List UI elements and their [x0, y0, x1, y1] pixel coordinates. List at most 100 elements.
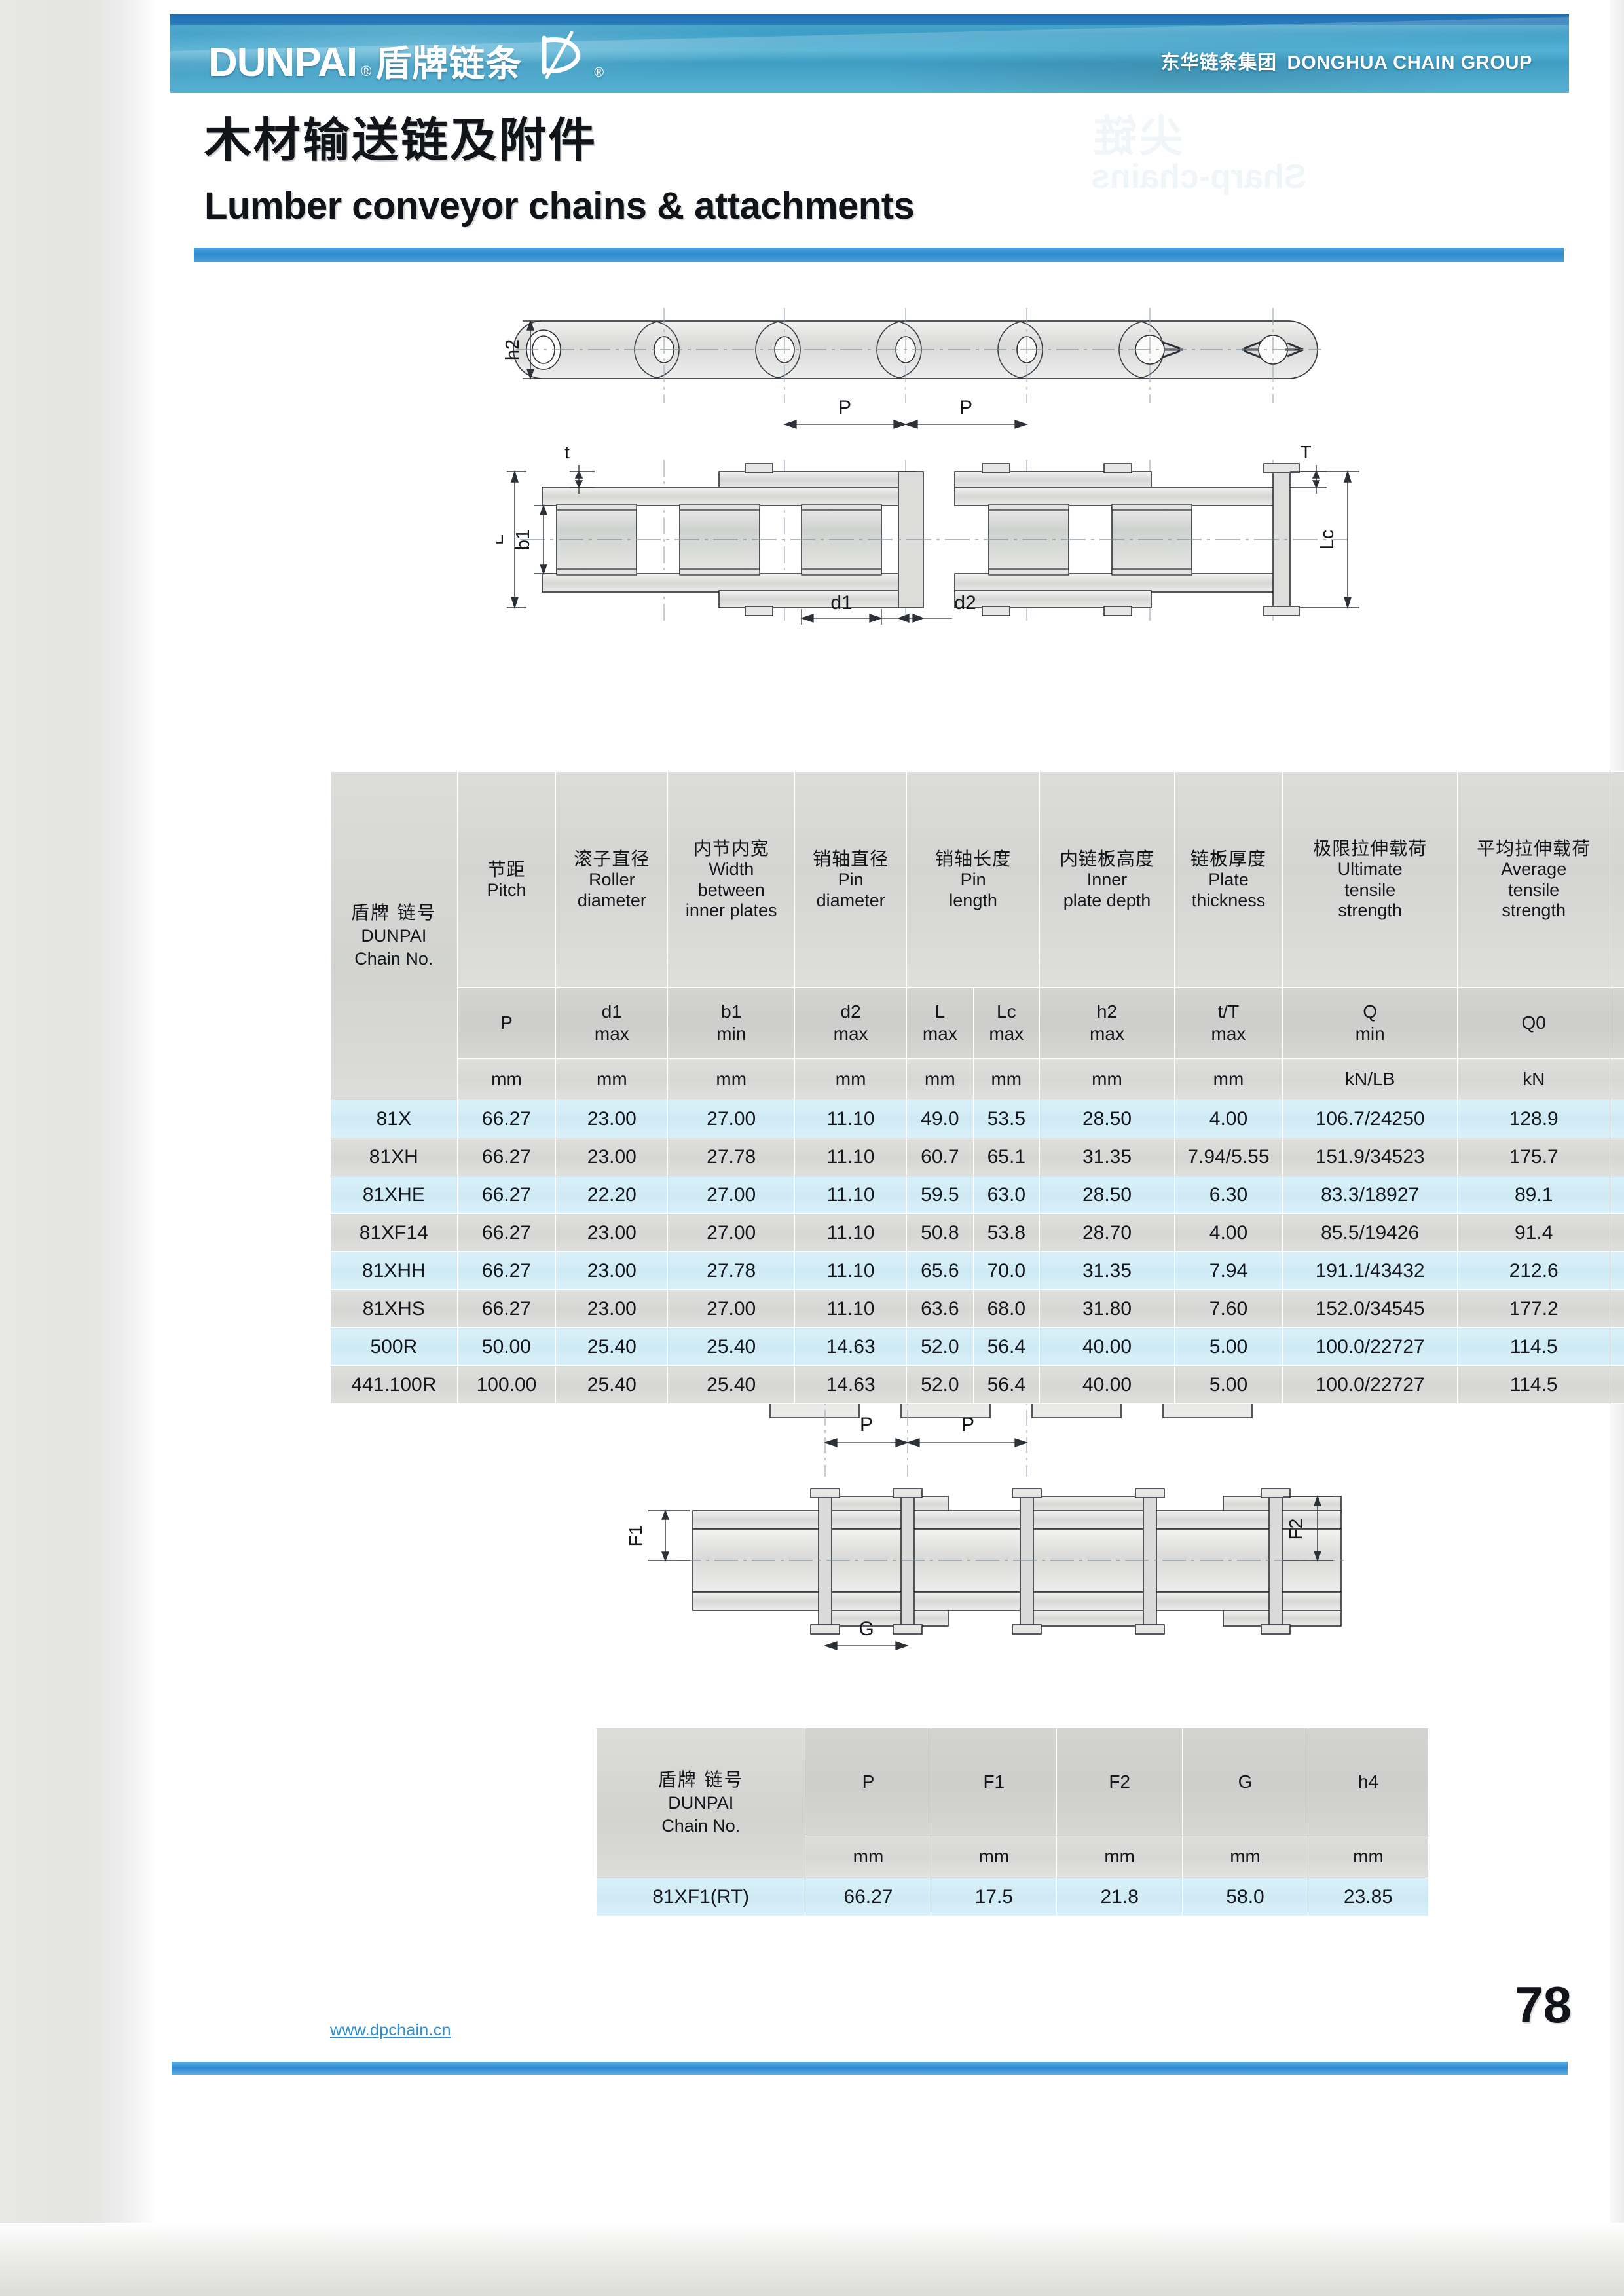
cell-value-3: 11.10	[794, 1100, 908, 1138]
header-inner-plate-depth: 内链板高度 Inner plate depth	[1039, 771, 1175, 988]
table-row[interactable]: 81XF1(RT) 66.27 17.5 21.8 58.0 23.85	[595, 1878, 1430, 1916]
cell-value-1: 25.40	[555, 1327, 669, 1366]
cell-value-7: 5.00	[1173, 1365, 1283, 1404]
attachment-table-head: 盾牌 链号 DUNPAI Chain No. P F1 F2 G h4 mm m…	[595, 1728, 1430, 1879]
dim-label-F1: F1	[625, 1525, 646, 1547]
cell-value-3: 11.10	[794, 1176, 908, 1214]
cell-chain-no: 81XHS	[330, 1289, 458, 1328]
unit-b1: mm	[667, 1058, 796, 1100]
registered-mark-1: ®	[361, 63, 372, 79]
cell-value-5: 70.0	[972, 1251, 1041, 1290]
symbol-P: P	[805, 1728, 932, 1836]
cell-value-5: 56.4	[972, 1327, 1041, 1366]
cell-value-3: 58.0	[1182, 1878, 1308, 1916]
unit-q: kg/m	[1609, 1058, 1624, 1100]
page-title-block: 尖链 Sharp-chains 木材输送链及附件 Lumber conveyor…	[170, 110, 1569, 274]
cell-value-2: 25.40	[667, 1365, 796, 1404]
table-row[interactable]: 81XHE 66.27 22.20 27.00 11.10 59.5 63.0 28.50 6.…	[330, 1176, 1624, 1214]
cell-value-9: 114.5	[1457, 1327, 1610, 1366]
cell-value-3: 14.63	[794, 1327, 908, 1366]
dim-label-d2: d2	[954, 592, 976, 614]
table-row[interactable]: 81XHH 66.27 23.00 27.78 11.10 65.6 70.0 31.35 7.…	[330, 1251, 1624, 1290]
cell-value-10: 5.88	[1609, 1138, 1624, 1176]
cell-value-0: 66.27	[805, 1878, 932, 1916]
cell-value-5: 68.0	[972, 1289, 1041, 1328]
cell-value-5: 56.4	[972, 1365, 1041, 1404]
unit-h4: mm	[1307, 1835, 1430, 1879]
cell-value-2: 27.00	[667, 1100, 796, 1138]
cell-value-6: 40.00	[1039, 1365, 1175, 1404]
header-width-between-inner-plates: 内节内宽 Width between inner plates	[667, 771, 796, 988]
group-name-en: DONGHUA CHAIN GROUP	[1287, 52, 1532, 73]
unit-F1: mm	[931, 1835, 1058, 1879]
cell-value-1: 23.00	[555, 1251, 669, 1290]
cell-value-1: 17.5	[931, 1878, 1058, 1916]
cell-value-4: 59.5	[906, 1176, 974, 1214]
cell-value-9: 212.6	[1457, 1251, 1610, 1290]
header-pin-length: 销轴长度 Pin length	[906, 771, 1041, 988]
unit-G: mm	[1182, 1835, 1308, 1879]
header-chain-no: 盾牌 链号 DUNPAI Chain No.	[595, 1728, 806, 1878]
cell-value-7: 7.94	[1173, 1251, 1283, 1290]
cell-value-8: 100.0/22727	[1282, 1327, 1458, 1366]
brand-name-cn: 盾牌链条	[375, 43, 523, 84]
website-link[interactable]: www.dpchain.cn	[330, 2021, 451, 2039]
table-body: 81X 66.27 23.00 27.00 11.10 49.0 53.5 28.50 4.00…	[330, 1100, 1624, 1404]
unit-P: mm	[456, 1058, 557, 1100]
header-ultimate-tensile-strength: 极限拉伸载荷 Ultimate tensile strength	[1282, 771, 1458, 988]
cell-value-2: 27.00	[667, 1213, 796, 1252]
dim-label-T: T	[1300, 442, 1311, 462]
cell-value-3: 11.10	[794, 1289, 908, 1328]
cell-chain-no: 81XH	[330, 1138, 458, 1176]
symbol-q: q	[1609, 987, 1624, 1059]
cell-value-10: 6.55	[1609, 1289, 1624, 1328]
unit-Q0: kN	[1457, 1058, 1610, 1100]
table-row[interactable]: 81XHS 66.27 23.00 27.00 11.10 63.6 68.0 31.80 7.…	[330, 1289, 1624, 1328]
table-row[interactable]: 81XH 66.27 23.00 27.78 11.10 60.7 65.1 31.35 7.9…	[330, 1138, 1624, 1176]
cell-value-8: 152.0/34545	[1282, 1289, 1458, 1328]
header-weight-per-meter: 每米长重 Weight per meter	[1609, 771, 1624, 988]
cell-value-0: 100.00	[456, 1365, 557, 1404]
header-row-symbols: P d1 max b1 min d2 max L max	[331, 987, 1624, 1059]
cell-chain-no: 81XF1(RT)	[595, 1878, 806, 1916]
attachment-header-row-symbols: 盾牌 链号 DUNPAI Chain No. P F1 F2 G h4	[595, 1728, 1430, 1878]
header-roller-diameter: 滚子直径 Roller diameter	[555, 771, 669, 988]
cell-value-7: 5.00	[1173, 1327, 1283, 1366]
cell-value-9: 175.7	[1457, 1138, 1610, 1176]
attachment-table-body: 81XF1(RT) 66.27 17.5 21.8 58.0 23.85	[595, 1878, 1430, 1916]
table-row[interactable]: 81X 66.27 23.00 27.00 11.10 49.0 53.5 28.50 4.00…	[330, 1100, 1624, 1138]
cell-value-10: 7.13	[1609, 1327, 1624, 1366]
cell-value-0: 66.27	[456, 1289, 557, 1328]
brand-lockup: DUNPAI ® 盾牌链条 ®	[208, 31, 604, 84]
unit-L: mm	[906, 1058, 974, 1100]
symbol-Q: Q min	[1282, 987, 1458, 1059]
cell-value-10: 3.78	[1609, 1100, 1624, 1138]
symbol-h4: h4	[1307, 1728, 1430, 1836]
cell-value-8: 83.3/18927	[1282, 1176, 1458, 1214]
cell-value-8: 85.5/19426	[1282, 1213, 1458, 1252]
table-row[interactable]: 441.100R 100.00 25.40 25.40 14.63 52.0 56.4 40.…	[330, 1365, 1624, 1404]
scan-left-gutter	[0, 0, 156, 2296]
cell-value-3: 11.10	[794, 1251, 908, 1290]
cell-value-4: 60.7	[906, 1138, 974, 1176]
cell-value-7: 7.94/5.55	[1173, 1138, 1283, 1176]
symbol-L: L max	[906, 987, 974, 1059]
unit-h2: mm	[1039, 1058, 1175, 1100]
cell-value-2: 27.00	[667, 1289, 796, 1328]
cell-value-6: 28.50	[1039, 1100, 1175, 1138]
table-row[interactable]: 81XF14 66.27 23.00 27.00 11.10 50.8 53.8 28.70 4…	[330, 1213, 1624, 1252]
symbol-d1: d1 max	[555, 987, 669, 1059]
unit-tT: mm	[1173, 1058, 1283, 1100]
symbol-tT: t/T max	[1173, 987, 1283, 1059]
symbol-b1: b1 min	[667, 987, 796, 1059]
table-row[interactable]: 500R 50.00 25.40 25.40 14.63 52.0 56.4 40.00 5.0…	[330, 1327, 1624, 1366]
attachment-specification-table: 盾牌 链号 DUNPAI Chain No. P F1 F2 G h4 mm m…	[595, 1728, 1430, 1916]
cell-chain-no: 441.100R	[330, 1365, 458, 1404]
footer-divider-rule	[172, 2062, 1568, 2075]
cell-value-0: 66.27	[456, 1176, 557, 1214]
cell-value-2: 27.78	[667, 1251, 796, 1290]
cell-value-4: 52.0	[906, 1327, 974, 1366]
attachment-header-row-units: mm mm mm mm mm	[597, 1835, 1430, 1879]
dim-label-L: L	[496, 534, 507, 545]
header-row-units: mm mm mm mm mm mm mm mm kN/LB kN kg/m	[331, 1058, 1624, 1100]
